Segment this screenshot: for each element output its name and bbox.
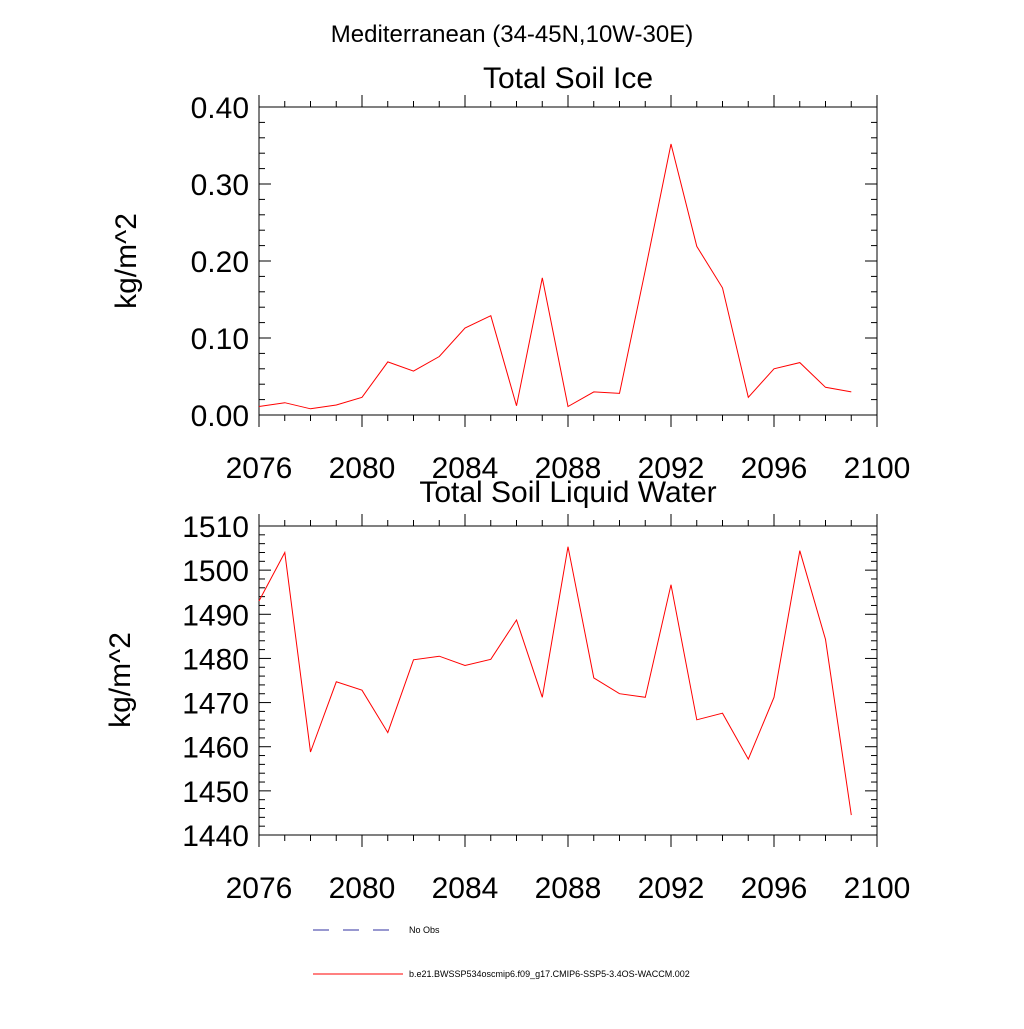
legend: No Obs b.e21.BWSSP534oscmip6.f09_g17.CMI…	[313, 925, 690, 979]
x-tick-label: 2096	[741, 872, 808, 905]
x-tick-label: 2076	[226, 452, 293, 485]
series-line	[258, 546, 852, 816]
y-tick-label: 0.40	[191, 92, 249, 125]
legend-item-no-obs: No Obs	[313, 925, 440, 935]
panel-total-soil-ice: Total Soil Ice kg/m^2 2076 2080 2084 2088 20…	[110, 62, 910, 485]
y-axis-label: kg/m^2	[104, 632, 137, 728]
y-tick-label: 0.30	[191, 169, 249, 202]
x-tick-label: 2092	[638, 872, 705, 905]
x-tick-label: 2080	[329, 872, 396, 905]
y-tick-label: 1500	[182, 555, 249, 588]
x-tick-label: 2080	[329, 452, 396, 485]
y-tick-label: 1450	[182, 776, 249, 809]
x-tick-label: 2096	[741, 452, 808, 485]
y-tick-label: 1490	[182, 599, 249, 632]
series-lines	[258, 143, 852, 410]
x-tick-labels: 2076 2080 2084 2088 2092 2096 2100	[226, 872, 911, 905]
y-tick-label: 0.10	[191, 323, 249, 356]
legend-label: No Obs	[409, 925, 440, 935]
x-tick-label: 2088	[535, 452, 602, 485]
y-tick-label: 1460	[182, 732, 249, 765]
y-tick-label: 1440	[182, 820, 249, 853]
series-line	[258, 143, 852, 410]
y-tick-label: 1480	[182, 643, 249, 676]
series-lines	[258, 546, 852, 816]
axis-ticks	[258, 95, 878, 427]
legend-item-model-run: b.e21.BWSSP534oscmip6.f09_g17.CMIP6-SSP5…	[313, 969, 690, 979]
panel-title: Total Soil Liquid Water	[419, 476, 716, 509]
x-tick-label: 2092	[638, 452, 705, 485]
x-tick-label: 2084	[432, 452, 499, 485]
y-tick-label: 0.00	[191, 400, 249, 433]
axis-ticks	[258, 514, 878, 847]
y-tick-labels: 0.00 0.10 0.20 0.30 0.40	[191, 92, 249, 433]
y-tick-labels: 1440 1450 1460 1470 1480 1490 1500 1510	[182, 511, 249, 853]
panel-total-soil-liquid-water: Total Soil Liquid Water kg/m^2 2076 2080 2…	[104, 476, 910, 905]
y-tick-label: 0.20	[191, 246, 249, 279]
panel-title: Total Soil Ice	[483, 62, 653, 95]
y-tick-label: 1510	[182, 511, 249, 544]
figure-title: Mediterranean (34-45N,10W-30E)	[331, 21, 693, 48]
x-tick-label: 2088	[535, 872, 602, 905]
x-tick-labels: 2076 2080 2084 2088 2092 2096 2100	[226, 452, 911, 485]
x-tick-label: 2076	[226, 872, 293, 905]
x-tick-label: 2100	[844, 872, 911, 905]
y-tick-label: 1470	[182, 688, 249, 721]
legend-label: b.e21.BWSSP534oscmip6.f09_g17.CMIP6-SSP5…	[409, 969, 690, 979]
x-tick-label: 2084	[432, 872, 499, 905]
plot-frame	[258, 106, 878, 416]
plot-frame	[258, 525, 878, 836]
y-axis-label: kg/m^2	[110, 213, 143, 309]
x-tick-label: 2100	[844, 452, 911, 485]
